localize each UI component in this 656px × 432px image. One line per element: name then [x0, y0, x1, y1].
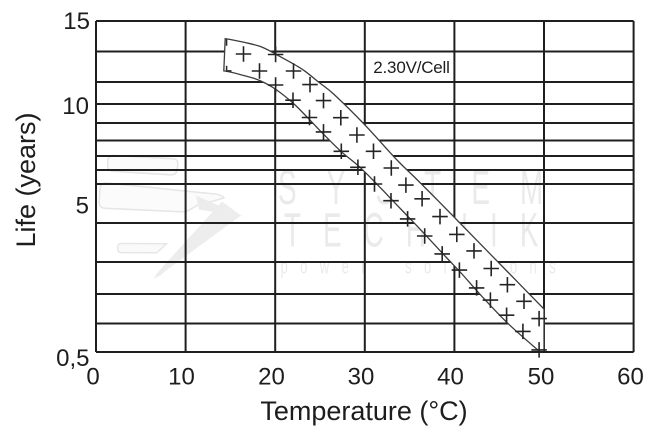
svg-text:40: 40 — [437, 364, 464, 391]
svg-text:0,5: 0,5 — [56, 345, 89, 372]
svg-text:30: 30 — [348, 364, 375, 391]
svg-text:50: 50 — [528, 364, 555, 391]
svg-text:Life (years): Life (years) — [11, 112, 41, 247]
svg-text:Temperature (°C): Temperature (°C) — [260, 396, 467, 426]
svg-text:10: 10 — [62, 93, 89, 120]
svg-text:60: 60 — [617, 364, 644, 391]
svg-text:2.30V/Cell: 2.30V/Cell — [373, 58, 449, 77]
svg-text:10: 10 — [168, 364, 195, 391]
svg-text:power solutions: power solutions — [281, 254, 569, 278]
svg-text:0: 0 — [86, 364, 99, 391]
svg-text:5: 5 — [76, 193, 89, 220]
svg-text:20: 20 — [258, 364, 285, 391]
svg-text:15: 15 — [63, 8, 90, 35]
